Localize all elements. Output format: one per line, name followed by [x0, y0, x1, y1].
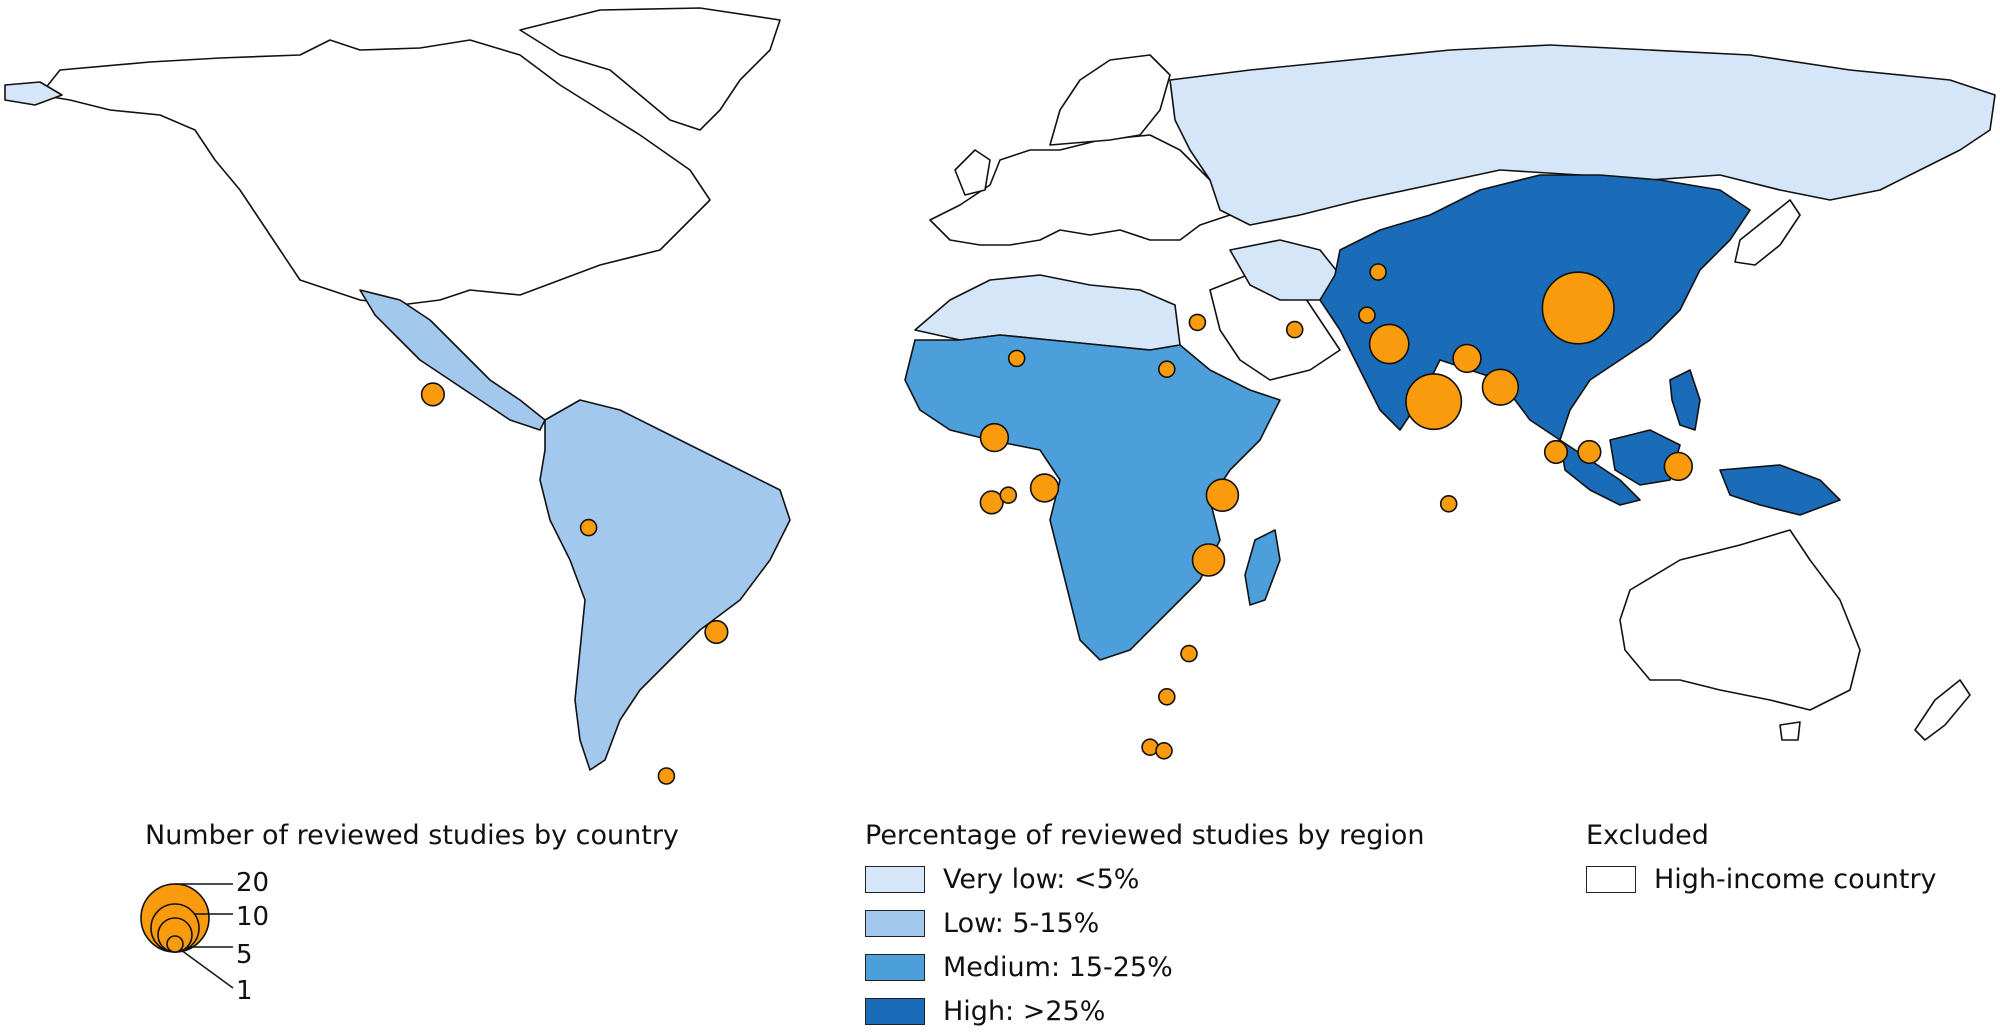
study-bubble-togo [999, 486, 1018, 505]
legend-leader-1 [180, 949, 234, 989]
legend-region-label: Medium: 15-25% [943, 952, 1173, 983]
region-low [359, 289, 791, 771]
land-mexico-central-america [359, 289, 546, 431]
legend-region-low: Low: 5-15% [865, 908, 1099, 939]
excluded-regions [4, 7, 1971, 741]
legend-region-title: Percentage of reviewed studies by region [865, 820, 1425, 851]
land-russia-central-asia [1169, 44, 1996, 226]
legend-excluded-title: Excluded [1586, 820, 1709, 851]
legend-excluded-label: High-income country [1654, 864, 1937, 895]
study-bubble-kenya [1191, 543, 1226, 577]
study-bubble-vietnam [1577, 439, 1602, 465]
legend-region-label: Low: 5-15% [943, 908, 1100, 939]
study-bubble-philippines [1663, 451, 1694, 482]
study-bubble-ethiopia [1205, 478, 1240, 513]
land-uk [954, 149, 991, 196]
study-bubble-argentina-north [657, 767, 676, 785]
study-bubble-south-africa-b [1155, 741, 1173, 760]
study-bubble-zimbabwe [1158, 687, 1176, 706]
study-bubble-malawi [1180, 644, 1198, 663]
world-map [4, 7, 1996, 785]
study-bubble-pakistan [1368, 323, 1410, 365]
study-bubble-mali [979, 422, 1010, 453]
study-bubble-iran [1285, 320, 1304, 339]
legend-size-20: 20 [236, 868, 270, 898]
land-madagascar [1244, 529, 1281, 606]
land-sub-saharan-africa [904, 334, 1281, 661]
legend-size-10: 10 [236, 902, 270, 932]
legend-region-very-low: Very low: <5% [865, 864, 1139, 895]
legend-region-high: High: >25% [865, 996, 1105, 1027]
swatch-low [865, 910, 925, 937]
legend-size-5: 5 [236, 940, 253, 970]
study-bubble-colombia [579, 518, 598, 537]
swatch-very-low [865, 866, 925, 893]
land-philippines [1669, 369, 1701, 431]
study-bubble-ghana [979, 490, 1004, 515]
region-medium [904, 334, 1281, 661]
study-bubble-nigeria [1029, 473, 1060, 503]
land-japan [1734, 199, 1801, 266]
study-bubble-brazil [704, 619, 729, 645]
region-high [1319, 174, 1841, 516]
land-greenland [519, 7, 781, 131]
land-scandinavia [1049, 54, 1171, 146]
study-bubble-nepal [1452, 343, 1482, 374]
study-bubble-mexico [420, 382, 446, 407]
land-north-america [39, 39, 711, 306]
study-bubbles [420, 263, 1694, 785]
study-bubble-uzbekistan [1369, 263, 1387, 281]
study-bubble-afghanistan [1358, 306, 1376, 325]
legend-region-label: High: >25% [943, 996, 1106, 1027]
legend-region-medium: Medium: 15-25% [865, 952, 1173, 983]
study-bubble-lebanon [1188, 313, 1207, 332]
land-borneo [1609, 429, 1681, 486]
legend-bubble-1 [166, 935, 184, 953]
study-bubble-bangladesh [1481, 368, 1520, 406]
swatch-medium [865, 954, 925, 981]
swatch-high [865, 998, 925, 1025]
swatch-excluded [1586, 866, 1636, 893]
legend-size-1: 1 [236, 976, 253, 1006]
study-bubble-sri-lanka [1439, 494, 1458, 513]
legend-region-label: Very low: <5% [943, 864, 1140, 895]
land-alaska-island [4, 81, 63, 106]
land-tasmania [1779, 721, 1801, 741]
land-china-south-asia [1319, 174, 1751, 441]
study-bubble-thailand [1543, 439, 1569, 465]
legend-excluded-item: High-income country [1586, 864, 1937, 895]
land-south-america [539, 399, 791, 771]
land-papua [1719, 464, 1841, 516]
legend-size-title: Number of reviewed studies by country [145, 820, 679, 851]
study-bubble-india [1405, 373, 1463, 431]
land-north-africa [914, 274, 1181, 351]
legend-size-bubbles [140, 883, 234, 989]
region-very-low [914, 44, 1996, 351]
study-bubble-china [1541, 271, 1615, 345]
study-bubble-egypt [1158, 360, 1176, 379]
land-new-zealand [1914, 679, 1971, 741]
land-australia [1619, 529, 1861, 711]
study-bubble-algeria [1007, 349, 1026, 368]
